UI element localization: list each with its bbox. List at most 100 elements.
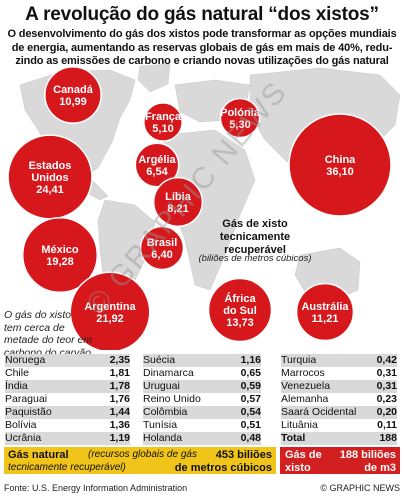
country-value: 1,36 [109, 419, 130, 431]
country-name: Marrocos [281, 367, 325, 379]
country-name: Tunísia [143, 419, 178, 431]
country-name: Reino Unido [143, 393, 201, 405]
country-value: 1,78 [109, 380, 130, 392]
country-value: 0,57 [240, 393, 261, 405]
country-name: Venezuela [281, 380, 331, 392]
country-value: 0,59 [240, 380, 261, 392]
bubble-value-label: 10,99 [59, 96, 87, 108]
table-row: Turquia 0,42 [281, 354, 397, 367]
country-name: Turquia [281, 354, 317, 366]
table-row: Paquistão 1,44 [5, 406, 130, 419]
table-row: Uruguai 0,59 [143, 380, 261, 393]
subtitle-line: zindo as emissões de carbono e criando n… [15, 55, 389, 67]
legend-title: Gás de xisto tecnicamente recuperável [205, 218, 305, 257]
table-row: Chile 1,81 [5, 367, 130, 380]
natural-gas-label: Gás natural [8, 449, 69, 461]
country-name: Total [281, 432, 306, 444]
table-row: Saará Ocidental 0,20 [281, 406, 397, 419]
page-title: A revolução do gás natural “dos xistos” [25, 4, 379, 25]
bubble-country-label: Estados [29, 160, 72, 172]
carbon-note-line: tem cerca de [4, 321, 65, 334]
legend-unit: (biliões de metros cúbicos) [198, 253, 312, 264]
table-column-3: Turquia 0,42 Marrocos 0,31 Venezuela 0,31 Alem… [281, 354, 397, 445]
bubble-country-label: México [41, 244, 79, 256]
country-value: 0,11 [377, 419, 397, 431]
table-column-1: Noruega 2,35 Chile 1,81 Índia 1,78 Paraguai 1,7… [5, 354, 130, 445]
table-row: Ucrânia 1,19 [5, 432, 130, 445]
bubble-value-label: 5,10 [152, 123, 173, 135]
bubble-value-label: 6,40 [151, 249, 172, 261]
country-value: 0,23 [376, 393, 397, 405]
legend-title-line: recuperável [224, 244, 286, 256]
bubble-country-label: Polónia [220, 107, 261, 119]
country-value: 0,65 [240, 367, 261, 379]
country-value: 1,81 [109, 367, 130, 379]
bubble-china [288, 113, 392, 217]
source-note: Fonte: U.S. Energy Information Administr… [4, 483, 188, 493]
carbon-note: O gás do xisto tem cerca de metade do te… [4, 309, 108, 359]
country-value: 0,48 [240, 432, 261, 444]
table-row: Reino Unido 0,57 [143, 393, 261, 406]
bubble-brasil [139, 225, 185, 271]
country-name: Chile [5, 367, 29, 379]
carbon-note-line: O gás do xisto [4, 309, 72, 321]
country-name: Suécia [143, 354, 176, 366]
country-name: Paraguai [5, 393, 48, 405]
country-name: Saará Ocidental [281, 406, 357, 418]
country-value: 0,31 [376, 380, 397, 392]
bubble-value-label: 6,54 [146, 166, 168, 178]
bubble-country-label: Austrália [301, 301, 349, 313]
table-row: Alemanha 0,23 [281, 393, 397, 406]
shale-gas-band: Gás de xisto 188 biliões de m3 [280, 447, 400, 474]
subtitle: O desenvolvimento do gás dos xistos pode… [6, 28, 398, 69]
bubble-country-label: França [145, 111, 182, 123]
country-value: 0,51 [240, 419, 261, 431]
bubble-value-label: 5,30 [229, 119, 250, 131]
subtitle-line: de energia, aumentando as reservas globa… [11, 41, 393, 54]
bubble-country-label: África [224, 292, 256, 305]
bubble-value-label: 36,10 [326, 166, 354, 178]
country-name: Paquistão [5, 406, 52, 418]
table-row: Lituânia 0,11 [281, 419, 397, 432]
natural-gas-band: Gás natural (recursos globais de gás tec… [4, 447, 276, 474]
subtitle-line: O desenvolvimento do gás dos xistos pode… [7, 28, 397, 40]
table-column-2: Suécia 1,16 Dinamarca 0,65 Uruguai 0,59 Reino … [143, 354, 261, 445]
table-row: Noruega 2,35 [5, 354, 130, 367]
natural-gas-value-line: 453 biliões [215, 449, 272, 461]
country-value: 1,19 [109, 432, 130, 444]
landmass-greenland [137, 63, 171, 93]
bubble-country-label: Líbia [165, 191, 192, 203]
bubble-canada [44, 66, 102, 124]
bubble-country-label: Argélia [138, 154, 176, 166]
bubble-country-label: Unidos [31, 172, 68, 184]
bubble-country-label: China [325, 154, 356, 166]
country-value: 1,44 [109, 406, 130, 418]
table-row: Venezuela 0,31 [281, 380, 397, 393]
table-total-row: Total 188 [281, 432, 397, 445]
country-value: 2,35 [109, 354, 130, 366]
country-name: Holanda [143, 432, 183, 444]
table-row: Holanda 0,48 [143, 432, 261, 445]
bubble-value-label: 11,21 [312, 313, 339, 325]
bubble-mexico [21, 216, 99, 294]
shale-gas-label-line: xisto [285, 462, 311, 474]
bubble-libia [152, 176, 204, 228]
natural-gas-value: 453 biliões de metros cúbicos [152, 449, 272, 475]
shale-gas-value: 188 biliões de m3 [326, 449, 396, 475]
bubble-argelia [134, 142, 180, 188]
table-row: Colômbia 0,54 [143, 406, 261, 419]
legend-title-line: Gás de xisto [222, 218, 288, 230]
country-value: 0,20 [376, 406, 397, 418]
country-value: 1,16 [240, 354, 261, 366]
bubble-country-label: do Sul [223, 305, 257, 317]
country-name: Uruguai [143, 380, 180, 392]
country-name: Índia [5, 380, 28, 392]
bubble-polonia [219, 97, 261, 139]
table-row: Paraguai 1,76 [5, 393, 130, 406]
table-row: Marrocos 0,31 [281, 367, 397, 380]
table-row: Bolívia 1,36 [5, 419, 130, 432]
country-name: Ucrânia [5, 432, 42, 444]
table-row: Dinamarca 0,65 [143, 367, 261, 380]
